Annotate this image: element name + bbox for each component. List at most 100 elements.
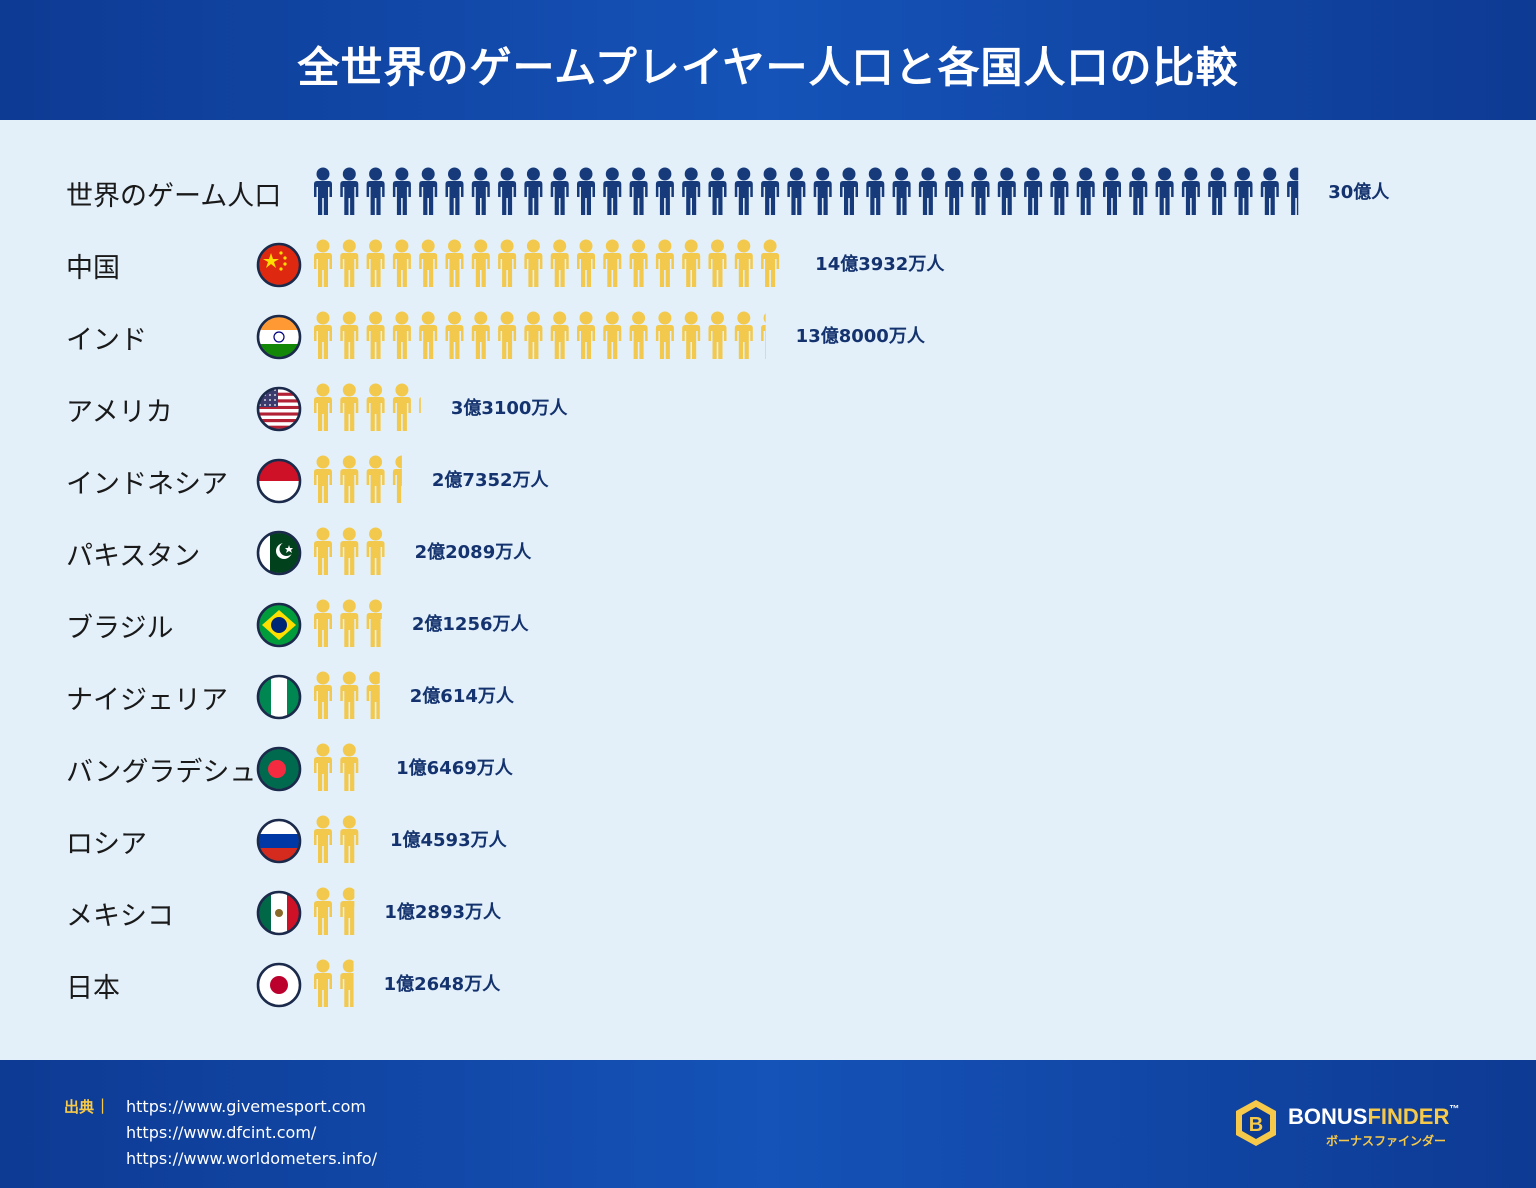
person-icon	[839, 167, 858, 215]
row-label: 日本	[66, 973, 120, 1004]
pakistan-flag-icon	[256, 530, 302, 576]
person-icon	[708, 167, 727, 215]
person-icon	[313, 239, 332, 287]
value-label: 3億3100万人	[450, 398, 568, 419]
person-icon	[708, 239, 727, 287]
source-link[interactable]: https://www.dfcint.com/	[126, 1123, 317, 1142]
person-icon	[419, 397, 421, 413]
value-label: 1億2648万人	[383, 974, 501, 995]
person-icon	[997, 167, 1016, 215]
person-icon	[340, 887, 355, 935]
icon-bar	[313, 887, 355, 935]
person-icon	[313, 455, 332, 503]
person-icon	[1287, 167, 1299, 215]
person-icon	[945, 167, 964, 215]
person-icon	[524, 311, 543, 359]
chart-row: ロシア 1億4593万人	[0, 804, 1536, 876]
person-icon	[708, 311, 727, 359]
person-icon	[813, 167, 832, 215]
person-icon	[366, 599, 382, 647]
person-icon	[761, 167, 780, 215]
source-separator: |	[100, 1096, 106, 1114]
person-icon	[419, 167, 438, 215]
icon-bar	[314, 383, 421, 431]
person-icon	[655, 239, 674, 287]
value-label: 2億2089万人	[414, 542, 532, 563]
person-icon	[1076, 167, 1095, 215]
india-flag-icon	[256, 314, 302, 360]
row-label: インド	[66, 325, 147, 356]
logo-bonus: BONUS	[1288, 1104, 1368, 1129]
person-icon	[918, 167, 937, 215]
person-icon	[367, 744, 385, 791]
person-icon	[313, 311, 332, 359]
person-icon	[550, 311, 569, 359]
person-icon	[524, 167, 543, 215]
person-icon	[340, 671, 359, 719]
chart-row: バングラデシュ 1億6469万人	[0, 732, 1536, 804]
person-icon	[971, 167, 990, 215]
person-icon	[366, 671, 380, 719]
person-icon	[655, 167, 674, 215]
person-icon	[445, 311, 464, 359]
person-icon	[629, 311, 648, 359]
row-label: ブラジル	[66, 613, 174, 644]
footer-band: 出典 | https://www.givemesport.com https:/…	[0, 1060, 1536, 1188]
person-icon	[366, 455, 385, 503]
person-icon	[866, 167, 885, 215]
row-label: ロシア	[66, 829, 147, 860]
person-icon	[340, 239, 359, 287]
row-label: メキシコ	[66, 901, 174, 932]
person-icon	[471, 311, 490, 359]
page-title: 全世界のゲームプレイヤー人口と各国人口の比較	[297, 43, 1239, 92]
source-link[interactable]: https://www.worldometers.info/	[126, 1149, 378, 1168]
person-icon	[366, 383, 385, 431]
source-link[interactable]: https://www.givemesport.com	[126, 1097, 366, 1116]
row-label: 中国	[66, 253, 120, 284]
chart-row: インド 13億8000万人	[0, 300, 1536, 372]
person-icon	[313, 671, 332, 719]
source-list: https://www.givemesport.com https://www.…	[126, 1094, 377, 1172]
person-icon	[498, 167, 517, 215]
indonesia-flag-icon	[256, 458, 302, 504]
chart-row: メキシコ 1億2893万人	[0, 876, 1536, 948]
icon-bar	[313, 743, 385, 791]
person-icon	[734, 239, 753, 287]
nigeria-flag-icon	[256, 674, 302, 720]
person-icon	[313, 959, 332, 1007]
person-icon	[1129, 167, 1148, 215]
icon-bar	[313, 239, 780, 287]
pictogram-chart: 世界のゲーム人口 30億人 中国 14億3932万人 インド 13億8000万人 アメリカ 3…	[0, 120, 1536, 1060]
row-label: 世界のゲーム人口	[66, 181, 282, 212]
japan-flag-icon	[256, 962, 302, 1008]
person-icon	[445, 167, 464, 215]
person-icon	[576, 239, 595, 287]
value-label: 2億1256万人	[411, 614, 529, 635]
person-icon	[1155, 167, 1174, 215]
person-icon	[366, 239, 385, 287]
value-label: 1億4593万人	[389, 830, 507, 851]
person-icon	[366, 167, 385, 215]
person-icon	[1260, 167, 1279, 215]
person-icon	[392, 311, 411, 359]
person-icon	[1102, 167, 1121, 215]
person-icon	[655, 311, 674, 359]
row-label: ナイジェリア	[66, 685, 228, 716]
person-icon	[313, 527, 332, 575]
person-icon	[1208, 167, 1227, 215]
logo-wordmark: BONUSFINDER™	[1288, 1104, 1459, 1130]
mexico-flag-icon	[256, 890, 302, 936]
bonusfinder-logo: B	[1236, 1100, 1276, 1146]
row-label: アメリカ	[66, 397, 173, 428]
bangladesh-flag-icon	[256, 746, 302, 792]
logo-subtitle: ボーナスファインダー	[1326, 1134, 1447, 1148]
person-icon	[340, 311, 359, 359]
person-icon	[340, 383, 359, 431]
person-icon	[734, 311, 753, 359]
person-icon	[761, 239, 780, 287]
chart-row: 中国 14億3932万人	[0, 228, 1536, 300]
person-icon	[682, 311, 701, 359]
person-icon	[392, 455, 402, 503]
person-icon	[787, 167, 806, 215]
